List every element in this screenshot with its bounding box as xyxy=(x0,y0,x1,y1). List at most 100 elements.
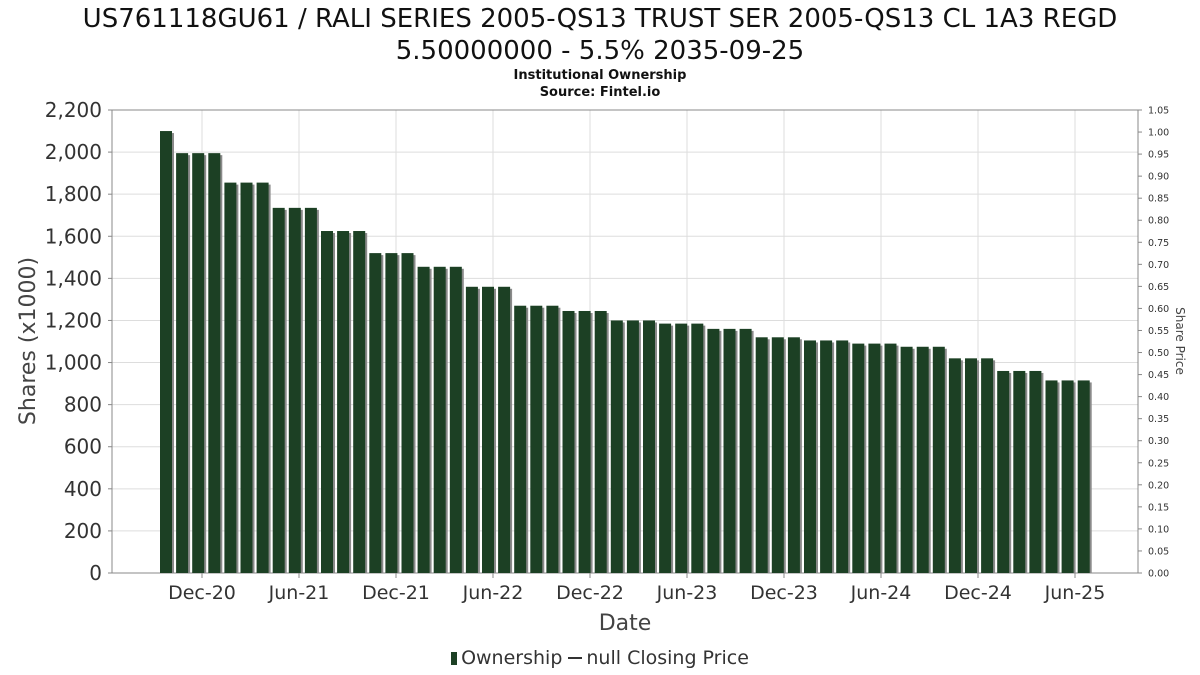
x-tick-label: Jun-24 xyxy=(850,582,912,604)
y-tick-label: 1,200 xyxy=(45,308,102,332)
ownership-bar xyxy=(321,231,333,574)
ownership-bar xyxy=(965,358,977,573)
y-tick-label: 1,000 xyxy=(45,351,102,375)
ownership-bar xyxy=(948,358,961,573)
ownership-bar xyxy=(562,310,575,573)
y2-tick-label: 0.55 xyxy=(1148,326,1169,337)
y-tick-label: 2,200 xyxy=(45,98,102,122)
ownership-bar xyxy=(256,182,269,573)
y-tick-label: 2,000 xyxy=(45,140,102,164)
ownership-bar xyxy=(337,231,350,574)
y2-tick-label: 0.80 xyxy=(1148,216,1169,227)
y2-tick-label: 0.90 xyxy=(1148,172,1169,183)
y2-tick-label: 0.50 xyxy=(1148,348,1169,359)
ownership-bar xyxy=(981,358,994,573)
chart-subtitle: Institutional Ownership xyxy=(513,68,687,83)
plot-area-frame xyxy=(111,109,1139,574)
ownership-bar xyxy=(465,286,478,573)
ownership-bar xyxy=(498,286,511,573)
y2-tick-label: 0.60 xyxy=(1148,304,1169,315)
ownership-bar xyxy=(755,337,768,573)
legend-ownership-swatch xyxy=(451,652,458,665)
y2-tick-label: 1.00 xyxy=(1148,128,1169,139)
ownership-bar xyxy=(804,340,816,573)
ownership-bar xyxy=(884,343,897,573)
y2-tick-label: 0.10 xyxy=(1148,524,1169,535)
y-tick-label: 600 xyxy=(64,435,102,459)
ownership-bar xyxy=(160,131,172,573)
y2-tick-label: 0.95 xyxy=(1148,150,1169,161)
legend-ownership-label: Ownership xyxy=(461,647,563,669)
x-tick-label: Jun-21 xyxy=(268,582,330,604)
y2-axis-label: Share Price xyxy=(1173,307,1187,375)
y2-tick-label: 0.65 xyxy=(1148,282,1169,293)
y-tick-label: 200 xyxy=(64,519,102,543)
ownership-bar xyxy=(353,231,366,574)
ownership-bar xyxy=(417,266,430,573)
chart-title-line1: US761118GU61 / RALI SERIES 2005-QS13 TRU… xyxy=(82,4,1118,34)
ownership-bar xyxy=(449,266,462,573)
ownership-bar xyxy=(1029,370,1042,573)
y-axis-label: Shares (x1000) xyxy=(16,257,41,425)
ownership-bar xyxy=(916,346,929,573)
ownership-bar xyxy=(176,153,189,573)
y2-tick-label: 0.20 xyxy=(1148,480,1169,491)
chart-title-line2: 5.50000000 - 5.5% 2035-09-25 xyxy=(395,36,805,66)
ownership-bar xyxy=(1061,380,1074,573)
ownership-bar xyxy=(369,253,382,574)
ownership-bar xyxy=(787,337,800,573)
y2-tick-label: 0.30 xyxy=(1148,436,1169,447)
ownership-bar xyxy=(272,207,285,573)
y-axis-ticks: 0 200 400 600 800 1,000 1,200 1,400 1,600 1,800 2,… xyxy=(45,98,112,585)
y2-tick-label: 0.85 xyxy=(1148,194,1169,205)
x-tick-label: Dec-21 xyxy=(362,582,430,604)
y2-tick-label: 0.25 xyxy=(1148,458,1169,469)
y2-tick-label: 0.05 xyxy=(1148,546,1169,557)
ownership-bar xyxy=(385,253,398,574)
y2-tick-label: 0.75 xyxy=(1148,238,1169,249)
ownership-bar xyxy=(771,337,784,573)
ownership-bar xyxy=(224,182,237,573)
y2-tick-label: 1.05 xyxy=(1148,106,1169,117)
ownership-bar xyxy=(1077,380,1090,573)
ownership-bar xyxy=(626,320,639,573)
ownership-bar xyxy=(401,253,414,574)
x-axis-ticks: Dec-20 Jun-21 Dec-21 Jun-22 Dec-22 Jun-23 Dec-… xyxy=(168,573,1105,604)
y2-tick-label: 0.40 xyxy=(1148,392,1169,403)
bar-series-ownership xyxy=(160,131,1092,574)
ownership-bar xyxy=(192,153,205,573)
ownership-bar xyxy=(1013,370,1026,573)
y-tick-label: 0 xyxy=(89,561,102,585)
ownership-bar xyxy=(739,328,752,573)
y-tick-label: 1,400 xyxy=(45,266,102,290)
legend: Ownership null Closing Price xyxy=(0,647,1200,669)
ownership-bar xyxy=(643,320,655,573)
ownership-bar xyxy=(610,320,623,573)
ownership-bar xyxy=(288,207,301,573)
ownership-bar xyxy=(852,343,865,573)
y2-tick-label: 0.45 xyxy=(1148,370,1169,381)
x-tick-label: Jun-25 xyxy=(1044,582,1106,604)
legend-price-line xyxy=(568,657,583,659)
y-tick-label: 800 xyxy=(64,393,102,417)
ownership-bar xyxy=(868,343,881,573)
legend-price-label: null Closing Price xyxy=(586,647,749,669)
x-tick-label: Dec-22 xyxy=(556,582,624,604)
y-tick-label: 1,600 xyxy=(45,224,102,248)
ownership-bar xyxy=(514,305,527,573)
ownership-bar xyxy=(1045,380,1058,573)
ownership-bar xyxy=(707,328,720,573)
ownership-bar xyxy=(433,266,446,573)
ownership-bar xyxy=(240,182,253,573)
ownership-bar xyxy=(723,328,736,573)
ownership-bar xyxy=(820,340,833,573)
ownership-bar xyxy=(578,310,591,573)
x-axis-label: Date xyxy=(599,611,652,636)
ownership-bar xyxy=(208,153,221,573)
ownership-bar xyxy=(594,310,607,573)
ownership-bar xyxy=(997,370,1010,573)
y2-tick-label: 0.00 xyxy=(1148,569,1169,580)
x-tick-label: Jun-23 xyxy=(656,582,718,604)
y-tick-label: 400 xyxy=(64,477,102,501)
